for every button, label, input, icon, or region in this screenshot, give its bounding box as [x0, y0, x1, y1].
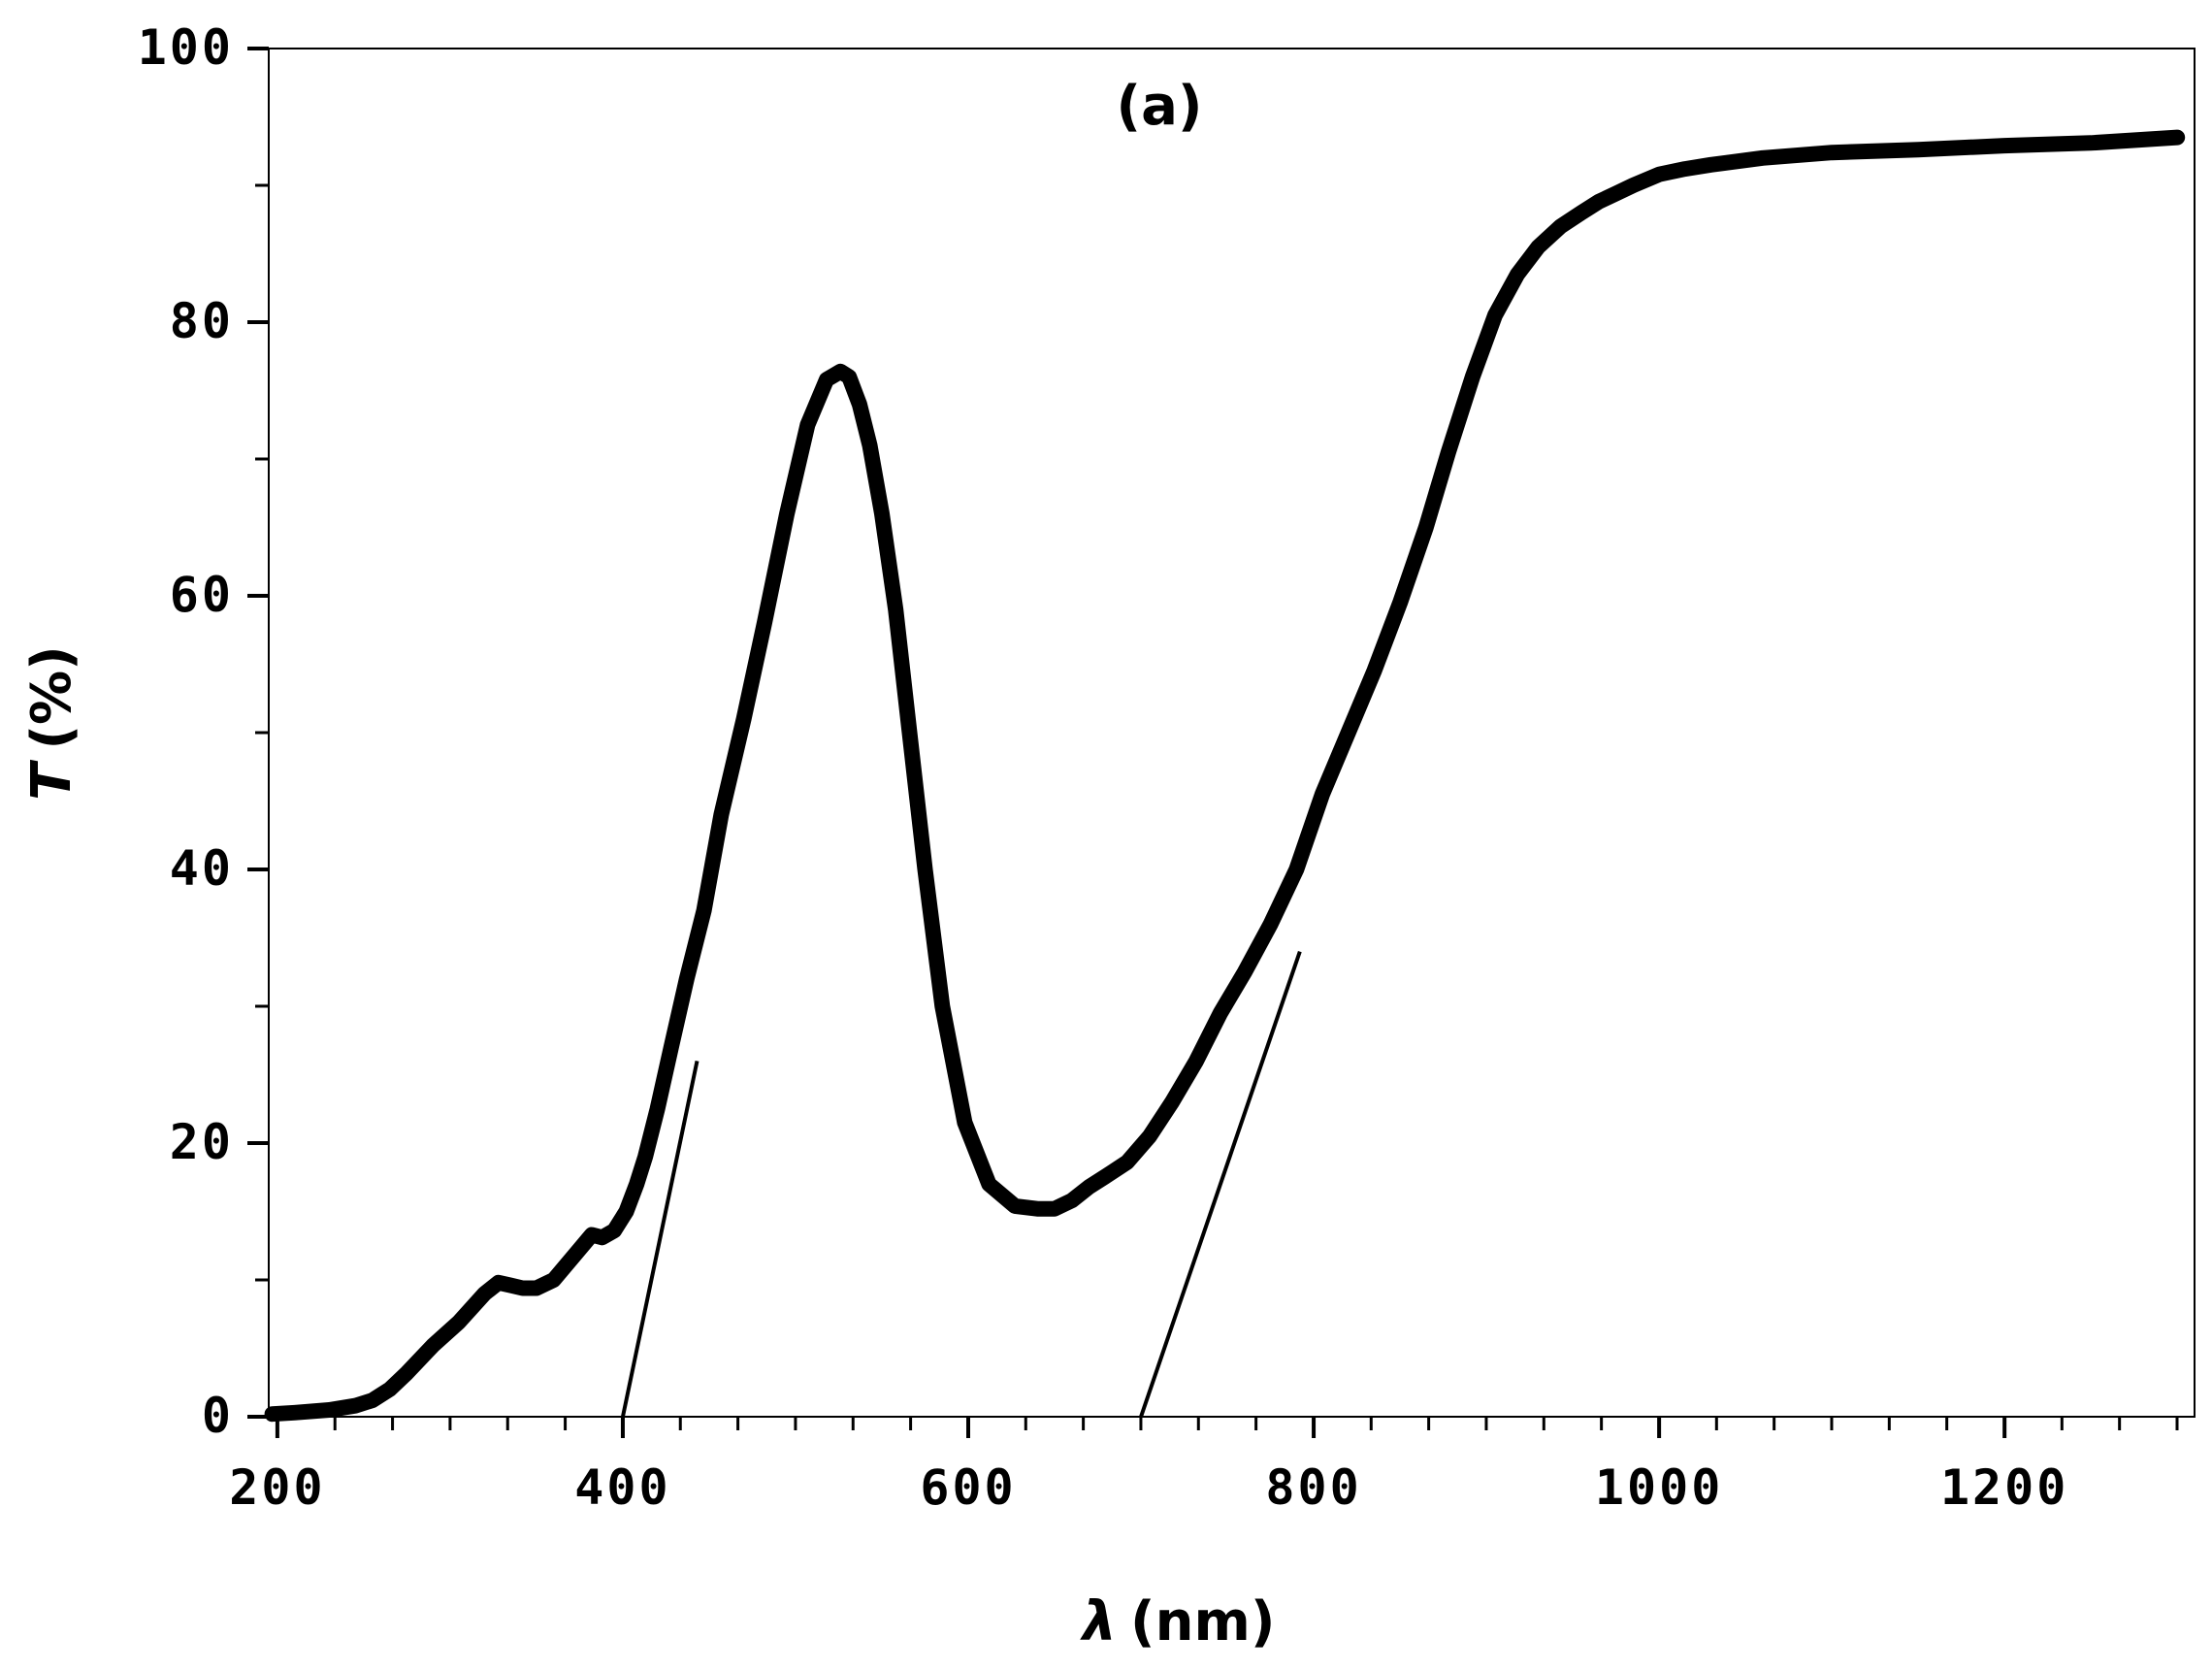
y-tick-label: 0 [202, 1388, 234, 1444]
major-ticks [247, 47, 2007, 1438]
minor-ticks [255, 183, 2179, 1430]
x-axis-symbol: λ [1080, 1590, 1117, 1654]
y-tick-label: 100 [138, 19, 234, 76]
tick-labels: 200 400 600 800 1000 1200 0 20 40 60 80 100 [138, 19, 2068, 1516]
y-tick-label: 80 [170, 293, 234, 349]
panel-label: (a) [1117, 75, 1203, 138]
y-axis-unit: (%) [20, 645, 83, 749]
tangent-line [620, 1060, 699, 1418]
x-tick-label: 400 [574, 1459, 670, 1516]
x-tick-label: 1000 [1595, 1459, 1723, 1516]
x-axis-unit: (nm) [1130, 1590, 1275, 1654]
tangent-line [1139, 950, 1302, 1418]
y-tick-label: 20 [170, 1114, 234, 1170]
x-tick-label: 600 [920, 1459, 1016, 1516]
x-tick-label: 1200 [1940, 1459, 2068, 1516]
y-axis-title: T (%) [20, 645, 83, 801]
y-tick-label: 60 [170, 567, 234, 623]
y-axis-symbol: T [20, 760, 83, 801]
series-line-transmittance [264, 129, 2186, 1423]
x-tick-label: 800 [1265, 1459, 1361, 1516]
y-tick-label: 40 [170, 840, 234, 897]
plot-frame [268, 48, 2196, 1418]
x-axis-title: λ (nm) [1080, 1590, 1276, 1654]
x-tick-label: 200 [229, 1459, 325, 1516]
tangent-lines [620, 950, 1302, 1418]
